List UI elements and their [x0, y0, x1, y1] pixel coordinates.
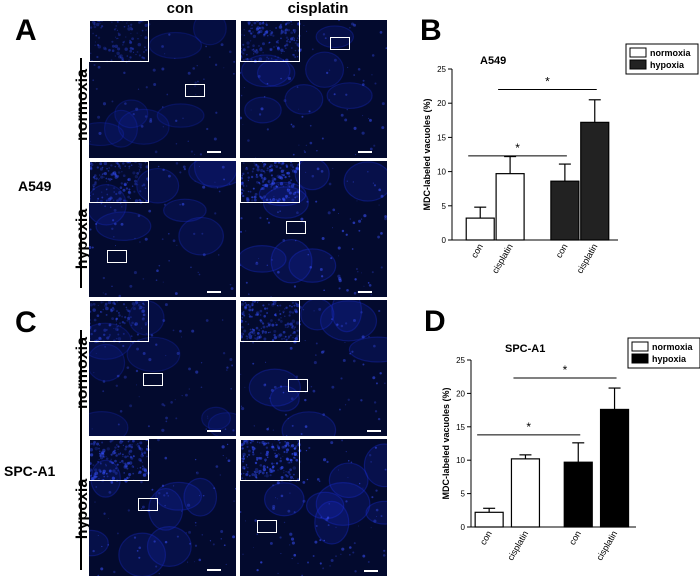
y-axis-label: MDC-labeled vacuoles (%): [441, 387, 451, 499]
bar-normoxia-con: [474, 511, 504, 528]
roi-box: [107, 250, 127, 263]
scale-bar: [364, 570, 378, 572]
roi-box: [138, 498, 158, 511]
legend-label-hypoxia: hypoxia: [652, 354, 687, 364]
micrograph-a549-hypoxia-cisplatin: [240, 161, 387, 297]
group-line-spc-a1: [80, 330, 82, 570]
y-tick-label: 15: [456, 423, 465, 432]
bar-normoxia-con: [465, 217, 495, 241]
significance-star: *: [545, 75, 550, 89]
legend-swatch-hypoxia: [631, 353, 649, 364]
panel-letter-b: B: [420, 14, 442, 47]
micrograph-spc-a1-normoxia-con: [89, 300, 236, 436]
roi-box: [185, 84, 205, 97]
y-tick-label: 5: [442, 202, 447, 211]
micrograph-spc-a1-normoxia-cisplatin: [240, 300, 387, 436]
x-tick-label: cisplatin: [594, 529, 619, 562]
panel-letter-c: C: [15, 306, 37, 339]
x-tick-label: con: [567, 529, 583, 547]
y-tick-label: 5: [461, 490, 466, 499]
scale-bar: [207, 291, 221, 293]
legend-label-normoxia: normoxia: [652, 342, 694, 352]
scale-bar: [207, 569, 221, 571]
legend-swatch-normoxia: [629, 47, 647, 58]
inset-zoom: [240, 161, 300, 203]
y-tick-label: 10: [437, 168, 446, 177]
chart-title: A549: [480, 55, 506, 67]
micrograph-a549-normoxia-cisplatin: [240, 20, 387, 158]
bar-chart-spc-a1: SPC-A1 0 5 10 15 20 25 MDC-labeled vacuoles (%)…: [441, 337, 700, 562]
x-tick-label: con: [469, 242, 485, 260]
roi-box: [143, 373, 163, 386]
legend-swatch-hypoxia: [629, 59, 647, 70]
x-tick-label: cisplatin: [490, 242, 515, 275]
cell-line-label-spc-a1: SPC-A1: [4, 463, 56, 479]
bar-normoxia-cisplatin: [495, 173, 525, 241]
y-tick-label: 10: [456, 456, 465, 465]
y-tick-label: 25: [437, 65, 446, 74]
roi-box: [257, 520, 277, 533]
column-label-con: con: [166, 0, 194, 17]
bar-normoxia-cisplatin: [510, 458, 541, 528]
inset-zoom: [240, 20, 300, 62]
scale-bar: [207, 151, 221, 153]
group-line-a549: [80, 58, 82, 288]
legend-label-normoxia: normoxia: [650, 48, 692, 58]
bar-hypoxia-cisplatin: [580, 121, 610, 241]
x-tick-label: con: [478, 529, 494, 547]
panel-letter-d: D: [424, 305, 446, 338]
inset-zoom: [89, 439, 149, 481]
roi-box: [330, 37, 350, 50]
scale-bar: [358, 151, 372, 153]
bar-chart-a549: A549 0 5 10 15 20 25 MDC-labeled vacuoles (%) co…: [422, 43, 699, 275]
roi-box: [288, 379, 308, 392]
legend-label-hypoxia: hypoxia: [650, 60, 685, 70]
micrograph-a549-hypoxia-con: [89, 161, 236, 297]
y-tick-label: 15: [437, 133, 446, 142]
scale-bar: [207, 430, 221, 432]
micrograph-a549-normoxia-con: [89, 20, 236, 158]
x-tick-label: con: [554, 242, 570, 260]
column-label-cisplatin: cisplatin: [287, 0, 349, 17]
y-tick-label: 20: [456, 389, 465, 398]
significance-star: *: [563, 363, 568, 377]
roi-box: [286, 221, 306, 234]
bar-hypoxia-con: [550, 180, 580, 241]
micrograph-spc-a1-hypoxia-cisplatin: [240, 439, 387, 576]
inset-zoom: [240, 300, 300, 342]
x-tick-label: cisplatin: [575, 242, 600, 275]
legend-swatch-normoxia: [631, 341, 649, 352]
y-tick-label: 0: [461, 523, 466, 532]
inset-zoom: [89, 300, 149, 342]
y-tick-label: 0: [442, 236, 447, 245]
bar-hypoxia-cisplatin: [599, 408, 630, 528]
x-tick-label: cisplatin: [505, 529, 530, 562]
cell-line-label-a549: A549: [18, 178, 52, 194]
inset-zoom: [89, 161, 149, 203]
panel-letter-a: A: [15, 14, 37, 47]
micrograph-spc-a1-hypoxia-con: [89, 439, 236, 576]
significance-star: *: [515, 141, 520, 155]
scale-bar: [358, 291, 372, 293]
inset-zoom: [89, 20, 149, 62]
inset-zoom: [240, 439, 300, 481]
significance-star: *: [526, 420, 531, 434]
y-tick-label: 25: [456, 356, 465, 365]
y-axis-label: MDC-labeled vacuoles (%): [422, 98, 432, 210]
chart-title: SPC-A1: [505, 343, 545, 355]
y-tick-label: 20: [437, 99, 446, 108]
bar-hypoxia-con: [563, 461, 593, 528]
scale-bar: [367, 430, 381, 432]
